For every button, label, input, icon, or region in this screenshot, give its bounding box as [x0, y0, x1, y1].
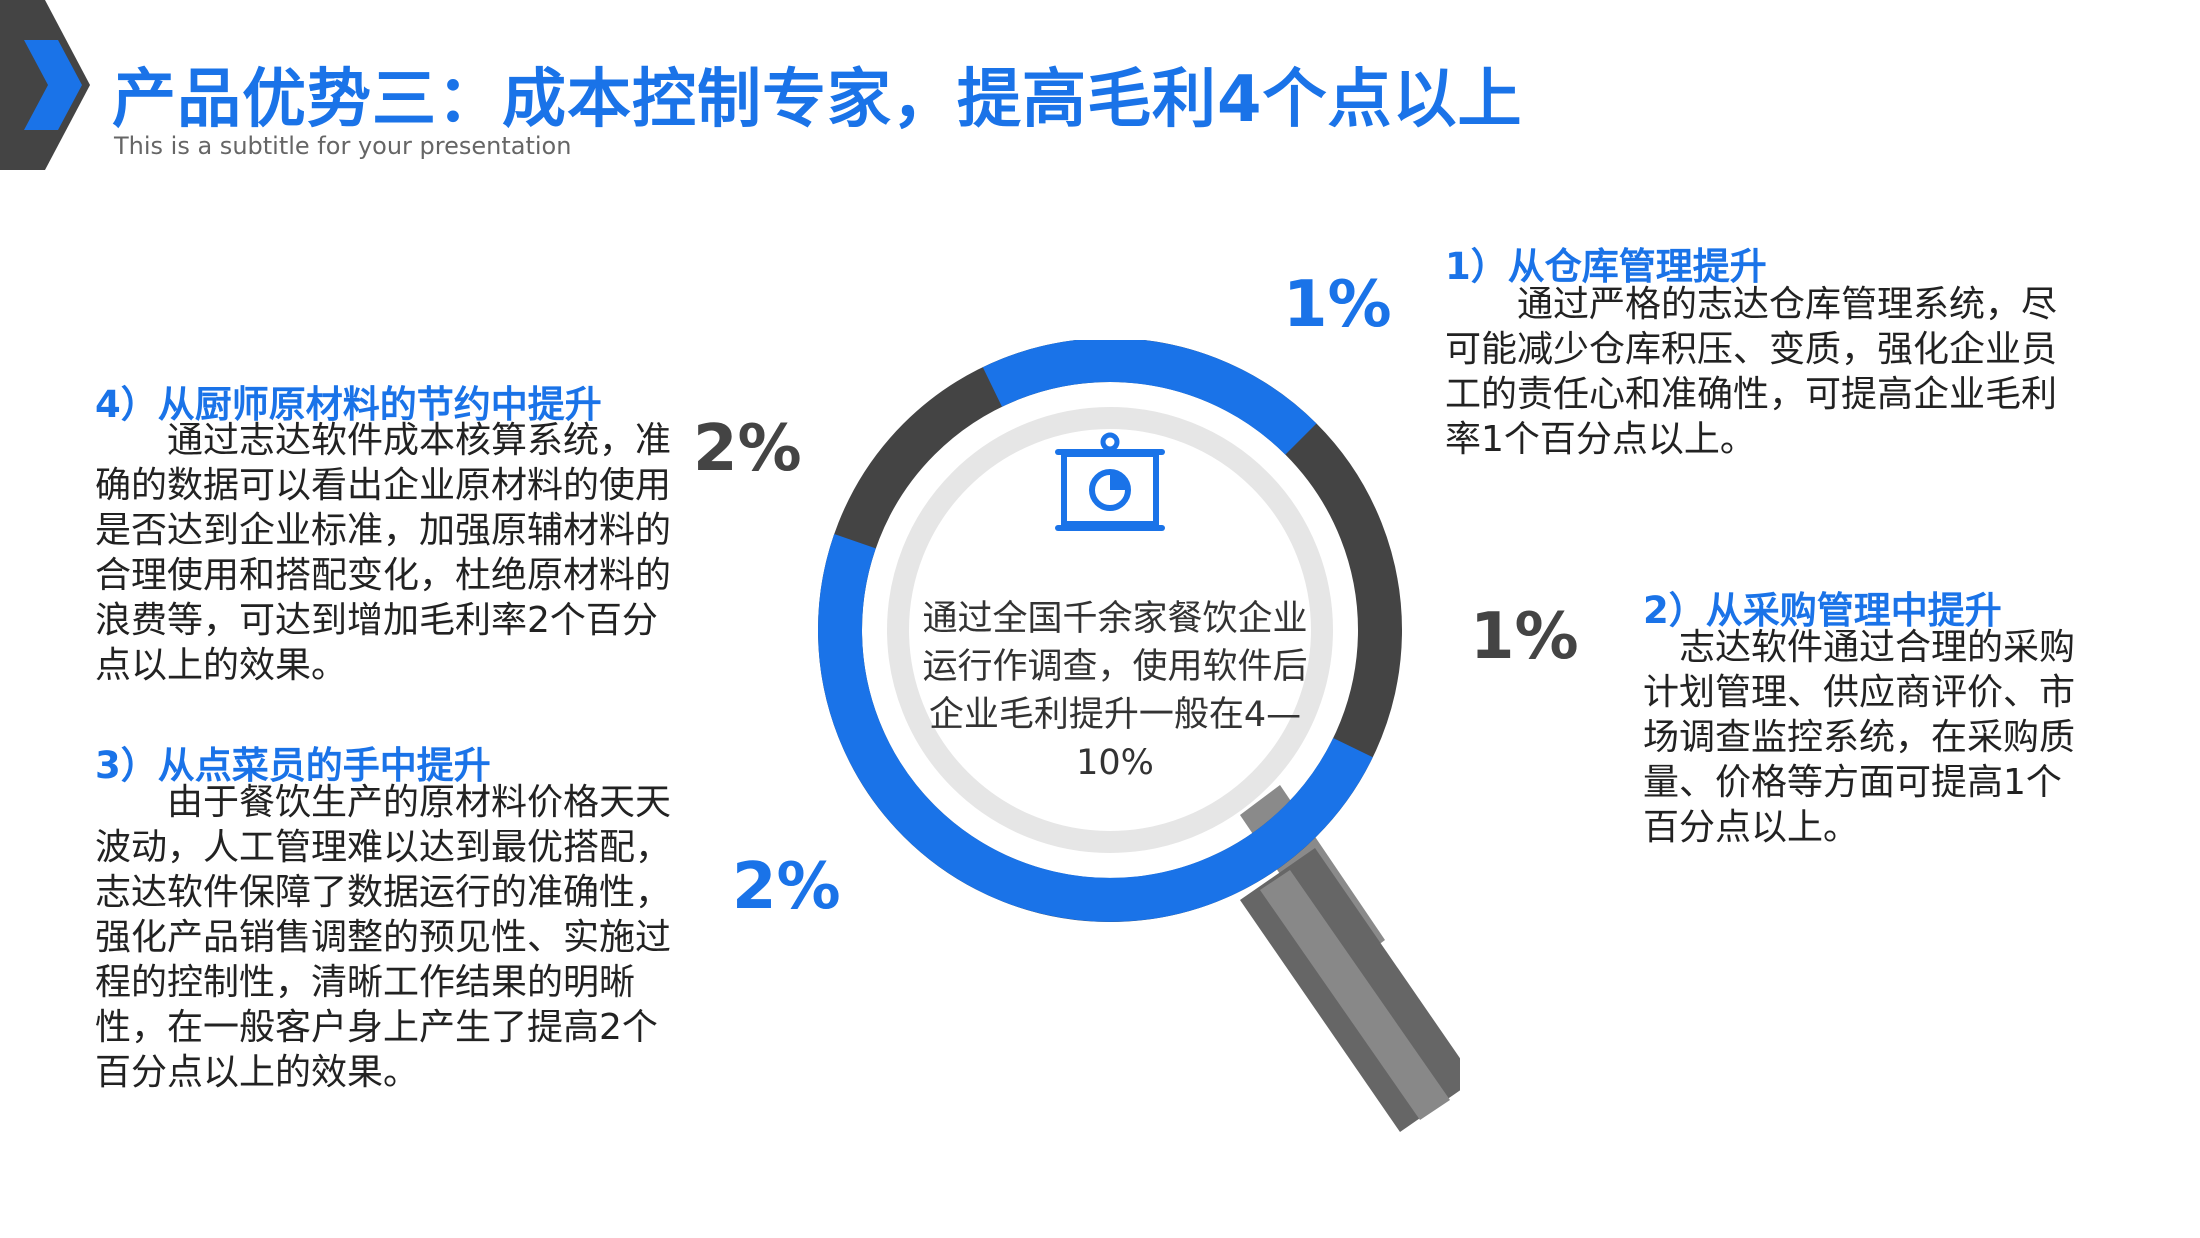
section-1-heading: 1）从仓库管理提升 [1445, 245, 1767, 288]
ring-segment-2 [818, 629, 1373, 922]
ring-segment-3 [817, 533, 876, 631]
page-subtitle: This is a subtitle for your presentation [114, 132, 572, 160]
presentation-board-icon [1055, 432, 1165, 531]
center-summary-text: 通过全国千余家餐饮企业运行作调查，使用软件后企业毛利提升一般在4—10% [922, 599, 1308, 783]
section-4-heading: 4）从厨师原材料的节约中提升 [95, 383, 602, 426]
section-1-body: 通过严格的志达仓库管理系统，尽可能减少仓库积压、变质，强化企业员工的责任心和准确… [1445, 284, 2058, 460]
percent-section-4: 2% [693, 412, 802, 486]
section-3-body: 由于餐饮生产的原材料价格天天波动，人工管理难以达到最优搭配，志达软件保障了数据运… [95, 782, 672, 1093]
corner-chevron-icon [0, 0, 90, 170]
ring-segment-1 [982, 340, 1317, 455]
inner-ring [887, 407, 1333, 853]
page-title: 产品优势三：成本控制专家，提高毛利4个点以上 [112, 63, 1523, 137]
section-2-heading: 2）从采购管理中提升 [1643, 589, 2002, 632]
lens-face [910, 430, 1310, 830]
section-2-body: 志达软件通过合理的采购计划管理、供应商评价、市场调查监控系统，在采购质量、价格等… [1643, 627, 2076, 848]
section-4-body: 通过志达软件成本核算系统，准确的数据可以看出企业原材料的使用是否达到企业标准，加… [95, 420, 672, 686]
percent-section-3: 2% [732, 850, 841, 924]
section-3-heading: 3）从点菜员的手中提升 [95, 744, 491, 787]
percent-section-2: 1% [1470, 600, 1579, 674]
percent-section-1: 1% [1283, 268, 1392, 342]
magnifier-graphic [817, 340, 1460, 1132]
